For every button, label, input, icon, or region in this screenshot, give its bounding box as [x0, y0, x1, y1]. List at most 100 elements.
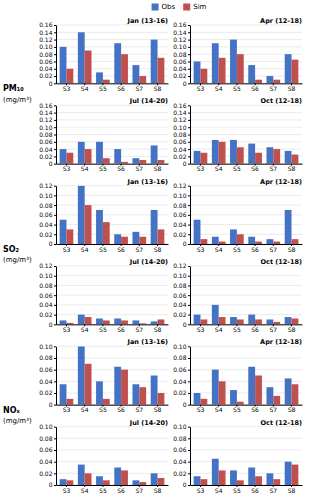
legend-label: Sim: [193, 3, 206, 11]
y-tick: 0.04: [173, 458, 190, 465]
bar: [266, 319, 273, 324]
y-tick-mark: [188, 450, 190, 451]
y-tick-mark: [188, 120, 190, 121]
x-tick-label: S7: [135, 246, 143, 253]
y-tick: 0: [49, 80, 56, 87]
y-tick: 0.12: [39, 182, 56, 189]
y-tick-mark: [188, 285, 190, 286]
legend-label: Obs: [162, 3, 176, 11]
y-tick-mark: [54, 120, 56, 121]
x-tick-label: S4: [215, 406, 223, 413]
bars: [194, 140, 299, 164]
bar-series: [200, 465, 298, 485]
bar: [96, 319, 103, 325]
bar: [285, 54, 292, 83]
x-tick-label: S3: [197, 85, 205, 92]
y-tick: 0.12: [39, 262, 56, 269]
y-tick-label: 0.02: [39, 311, 53, 318]
bar: [248, 144, 255, 164]
x-tick: S3: [197, 485, 205, 494]
subplot: 00.020.040.060.080.100.120.140.16S3S4S5S…: [39, 97, 168, 172]
y-tick-mark: [54, 438, 56, 439]
y-tick-label: 0.14: [173, 29, 187, 36]
x-axis: S3S4S5S6S7S8: [191, 405, 303, 414]
y-tick-mark: [54, 346, 56, 347]
x-axis: S3S4S5S6S7S8: [191, 485, 303, 494]
x-tick-label: S4: [81, 326, 89, 333]
bar: [60, 220, 67, 244]
y-tick: 0.02: [173, 231, 190, 238]
bar: [212, 305, 219, 324]
x-tick: S4: [215, 485, 223, 494]
y-tick-label: 0.02: [39, 153, 53, 160]
x-tick: S6: [251, 405, 259, 414]
bar: [151, 321, 158, 324]
y-tick-mark: [188, 25, 190, 26]
y-tick-label: 0.06: [173, 211, 187, 218]
x-tick-label: S5: [233, 246, 241, 253]
bar: [230, 317, 237, 324]
y-tick-mark: [188, 205, 190, 206]
y-tick-label: 0.06: [39, 211, 53, 218]
bar: [212, 237, 219, 244]
bar: [248, 367, 255, 405]
bar: [255, 153, 262, 164]
bar: [212, 370, 219, 405]
grid-line: [56, 369, 168, 370]
x-tick: S6: [251, 83, 259, 92]
y-tick: 0: [183, 80, 190, 87]
row-label: (mg/m³): [3, 96, 32, 104]
x-axis-line: [57, 405, 169, 406]
y-tick-label: 0.12: [39, 182, 53, 189]
bar-series: [60, 186, 158, 244]
x-tick: S6: [251, 324, 259, 333]
bar: [121, 320, 128, 324]
y-tick-mark: [188, 405, 190, 406]
y-tick-label: 0.12: [39, 262, 53, 269]
x-tick: S8: [288, 405, 296, 414]
y-tick-label: 0.06: [173, 138, 187, 145]
x-tick-label: S5: [233, 487, 241, 494]
x-tick-label: S3: [63, 406, 71, 413]
y-tick-label: 0.12: [39, 36, 53, 43]
y-axis: 00.020.040.060.080.100.120.140.16: [39, 102, 56, 167]
y-tick-mark: [54, 358, 56, 359]
y-tick-mark: [54, 83, 56, 84]
bar-series: [200, 376, 298, 405]
y-tick: 0.02: [39, 153, 56, 160]
subplot: 00.020.040.060.080.100.120.140.16S3S4S5S…: [173, 17, 302, 92]
y-tick: 0: [183, 321, 190, 328]
bar-series: [194, 459, 292, 485]
bar: [85, 317, 92, 324]
x-tick: S5: [99, 164, 107, 173]
x-tick-label: S7: [135, 326, 143, 333]
bar-series: [66, 470, 164, 485]
y-tick: 0.10: [39, 423, 56, 430]
y-tick: 0.02: [173, 153, 190, 160]
bar: [158, 393, 165, 405]
x-tick: S3: [63, 83, 71, 92]
grid-line: [190, 134, 302, 135]
x-tick-label: S8: [288, 326, 296, 333]
grid: [56, 105, 168, 163]
x-tick-label: S5: [99, 406, 107, 413]
x-tick-label: S4: [81, 487, 89, 494]
y-tick-mark: [188, 32, 190, 33]
bar: [132, 480, 139, 485]
y-tick-label: 0.06: [39, 292, 53, 299]
bar: [273, 396, 280, 405]
x-tick: S8: [154, 244, 162, 253]
legend-item: Obs: [152, 3, 176, 11]
x-tick: S4: [215, 83, 223, 92]
subplot-title: Jan (13-16): [127, 338, 168, 346]
y-tick-label: 0.10: [173, 124, 187, 131]
x-tick-label: S3: [63, 85, 71, 92]
y-tick-label: 0.04: [173, 378, 187, 385]
y-tick-mark: [188, 164, 190, 165]
y-tick-label: 0.08: [39, 435, 53, 442]
x-tick: S5: [233, 324, 241, 333]
x-tick-label: S3: [63, 165, 71, 172]
x-tick: S5: [233, 405, 241, 414]
x-tick-label: S6: [117, 326, 125, 333]
y-tick: 0.10: [173, 192, 190, 199]
